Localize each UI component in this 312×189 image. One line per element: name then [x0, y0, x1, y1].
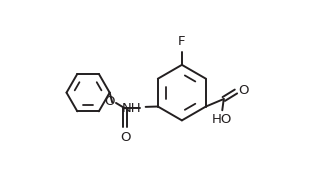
Text: O: O	[238, 84, 248, 98]
Text: NH: NH	[121, 102, 141, 115]
Text: O: O	[120, 131, 130, 144]
Text: F: F	[178, 35, 186, 48]
Text: HO: HO	[212, 113, 232, 126]
Text: O: O	[104, 95, 115, 108]
